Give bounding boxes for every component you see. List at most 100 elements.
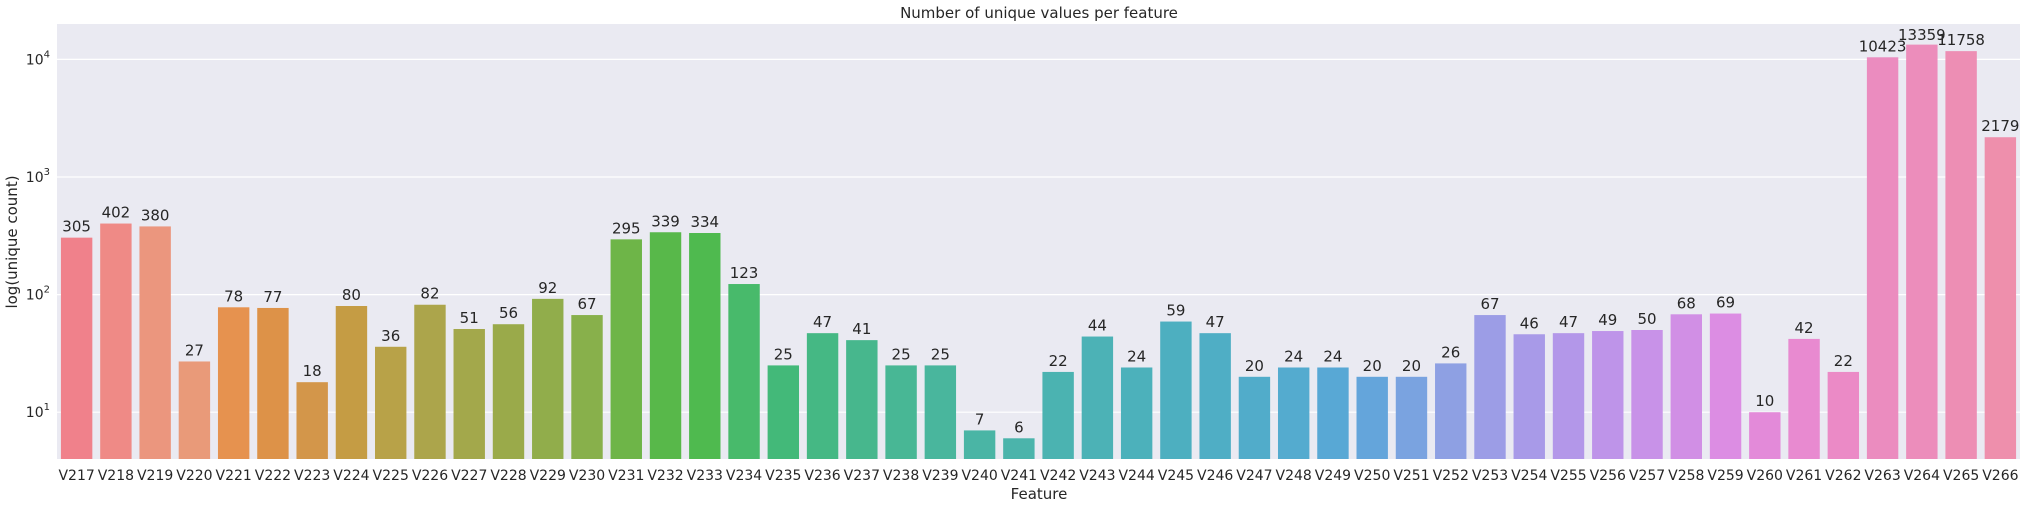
bar-v258 xyxy=(1670,314,1702,459)
x-tick-label: V238 xyxy=(883,468,919,484)
y-tick-label: 104 xyxy=(26,49,50,68)
data-label: 69 xyxy=(1716,294,1735,312)
bar-v231 xyxy=(610,239,642,459)
y-tick-label: 103 xyxy=(26,167,50,186)
x-tick-label: V222 xyxy=(255,468,291,484)
data-label: 67 xyxy=(577,295,596,313)
data-label: 47 xyxy=(1206,313,1225,331)
bar-v255 xyxy=(1552,333,1585,459)
x-tick-label: V266 xyxy=(1982,468,2018,484)
x-tick-label: V251 xyxy=(1393,468,1429,484)
data-label: 59 xyxy=(1166,302,1185,320)
x-tick-label: V239 xyxy=(922,468,958,484)
data-label: 24 xyxy=(1127,347,1146,365)
data-label: 25 xyxy=(774,345,793,363)
x-tick-label: V247 xyxy=(1236,468,1272,484)
data-label: 42 xyxy=(1795,319,1814,337)
x-tick-label: V257 xyxy=(1629,468,1665,484)
data-label: 50 xyxy=(1637,310,1656,328)
data-label: 10 xyxy=(1755,392,1774,410)
x-tick-label: V244 xyxy=(1118,468,1154,484)
bar-v219 xyxy=(139,226,171,459)
data-label: 68 xyxy=(1677,294,1696,312)
bar-v251 xyxy=(1395,376,1428,459)
x-tick-label: V223 xyxy=(294,468,330,484)
x-tick-label: V229 xyxy=(530,468,566,484)
data-label: 380 xyxy=(141,206,170,224)
bar-v218 xyxy=(100,223,132,459)
bar-v266 xyxy=(1984,137,2017,460)
x-tick-label: V225 xyxy=(373,468,409,484)
data-label: 2179 xyxy=(1981,117,2019,135)
data-label: 295 xyxy=(612,219,641,237)
x-tick-label: V249 xyxy=(1315,468,1351,484)
data-label: 7 xyxy=(975,410,985,428)
x-tick-label: V232 xyxy=(647,468,683,484)
data-label: 82 xyxy=(420,285,439,303)
bar-v246 xyxy=(1199,333,1231,459)
x-tick-label: V241 xyxy=(1001,468,1037,484)
data-label: 25 xyxy=(931,345,950,363)
data-label: 49 xyxy=(1598,311,1617,329)
x-tick-label: V246 xyxy=(1197,468,1233,484)
data-label: 20 xyxy=(1402,357,1421,375)
x-tick-label: V227 xyxy=(451,468,487,484)
data-label: 11758 xyxy=(1937,31,1985,49)
x-tick-label: V221 xyxy=(216,468,252,484)
data-label: 51 xyxy=(460,309,479,327)
data-label: 6 xyxy=(1014,418,1024,436)
data-label: 18 xyxy=(303,362,322,380)
bar-v239 xyxy=(924,365,957,459)
bar-v252 xyxy=(1435,363,1467,459)
data-label: 10423 xyxy=(1859,37,1907,55)
x-tick-label: V234 xyxy=(726,468,762,484)
bar-v242 xyxy=(1042,371,1074,459)
bar-v217 xyxy=(60,237,93,459)
bar-v230 xyxy=(571,315,603,459)
data-label: 20 xyxy=(1363,357,1382,375)
data-label: 78 xyxy=(224,287,243,305)
bar-v248 xyxy=(1277,367,1310,459)
data-label: 47 xyxy=(813,313,832,331)
bar-v262 xyxy=(1827,371,1860,459)
x-tick-label: V258 xyxy=(1668,468,1704,484)
x-tick-label: V242 xyxy=(1040,468,1076,484)
data-label: 67 xyxy=(1480,295,1499,313)
data-label: 25 xyxy=(892,345,911,363)
bar-v249 xyxy=(1317,367,1349,459)
x-tick-label: V261 xyxy=(1786,468,1822,484)
bar-v236 xyxy=(806,333,839,459)
x-tick-label: V218 xyxy=(98,468,134,484)
data-label: 77 xyxy=(263,288,282,306)
x-tick-label: V250 xyxy=(1354,468,1390,484)
bar-v227 xyxy=(453,328,485,459)
bar-v234 xyxy=(728,284,760,459)
y-axis-label: log(unique count) xyxy=(3,175,21,308)
bar-v260 xyxy=(1749,412,1781,459)
bar-v238 xyxy=(885,365,917,459)
x-tick-label: V254 xyxy=(1511,468,1547,484)
bar-v226 xyxy=(414,304,446,459)
x-tick-label: V237 xyxy=(844,468,880,484)
data-label: 20 xyxy=(1245,357,1264,375)
data-label: 334 xyxy=(690,213,719,231)
x-tick-label: V252 xyxy=(1433,468,1469,484)
bar-v224 xyxy=(335,305,368,459)
x-tick-label: V220 xyxy=(176,468,212,484)
bar-v259 xyxy=(1709,313,1742,459)
data-label: 44 xyxy=(1088,317,1107,335)
data-label: 13359 xyxy=(1898,26,1946,44)
data-label: 24 xyxy=(1284,347,1303,365)
bar-v245 xyxy=(1160,321,1192,459)
data-label: 339 xyxy=(651,212,680,230)
x-tick-label: V230 xyxy=(569,468,605,484)
bar-v263 xyxy=(1866,57,1899,459)
data-label: 41 xyxy=(852,320,871,338)
x-tick-label: V231 xyxy=(608,468,644,484)
y-tick-label: 102 xyxy=(26,285,50,304)
data-label: 26 xyxy=(1441,343,1460,361)
x-tick-label: V253 xyxy=(1472,468,1508,484)
x-tick-label: V256 xyxy=(1590,468,1626,484)
